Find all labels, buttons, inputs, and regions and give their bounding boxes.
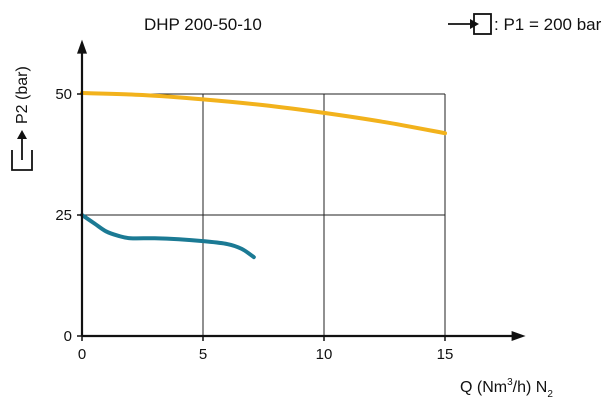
y-axis-label: P2 (bar) — [14, 66, 31, 124]
outlet-icon — [11, 130, 33, 171]
x-label-main: Q (Nm — [460, 379, 507, 396]
axes — [77, 39, 526, 341]
x-axis-label: Q (Nm3/h) N2 — [460, 377, 553, 400]
grid — [82, 93, 446, 336]
y-tick-label: 25 — [55, 207, 72, 224]
x-label-sup: 3 — [507, 377, 513, 388]
x-label-sub: 2 — [547, 389, 553, 400]
chart-title: DHP 200-50-10 — [144, 15, 262, 34]
y-axis-arrow — [77, 39, 87, 54]
series-group — [80, 91, 447, 260]
series-line-upper — [80, 91, 447, 136]
ticks: 0 5 10 15 0 25 50 — [55, 86, 453, 363]
y-tick-label: 0 — [64, 328, 72, 345]
x-tick-label: 10 — [316, 346, 333, 363]
inlet-icon — [448, 13, 492, 35]
x-tick-label: 15 — [437, 346, 454, 363]
x-tick-label: 0 — [78, 346, 86, 363]
condition-label: : P1 = 200 bar — [494, 15, 602, 34]
series-line-lower — [80, 213, 256, 260]
x-tick-label: 5 — [199, 346, 207, 363]
y-tick-label: 50 — [55, 86, 72, 103]
x-label-mid: /h) N — [513, 379, 548, 396]
x-axis-arrow — [511, 331, 526, 341]
